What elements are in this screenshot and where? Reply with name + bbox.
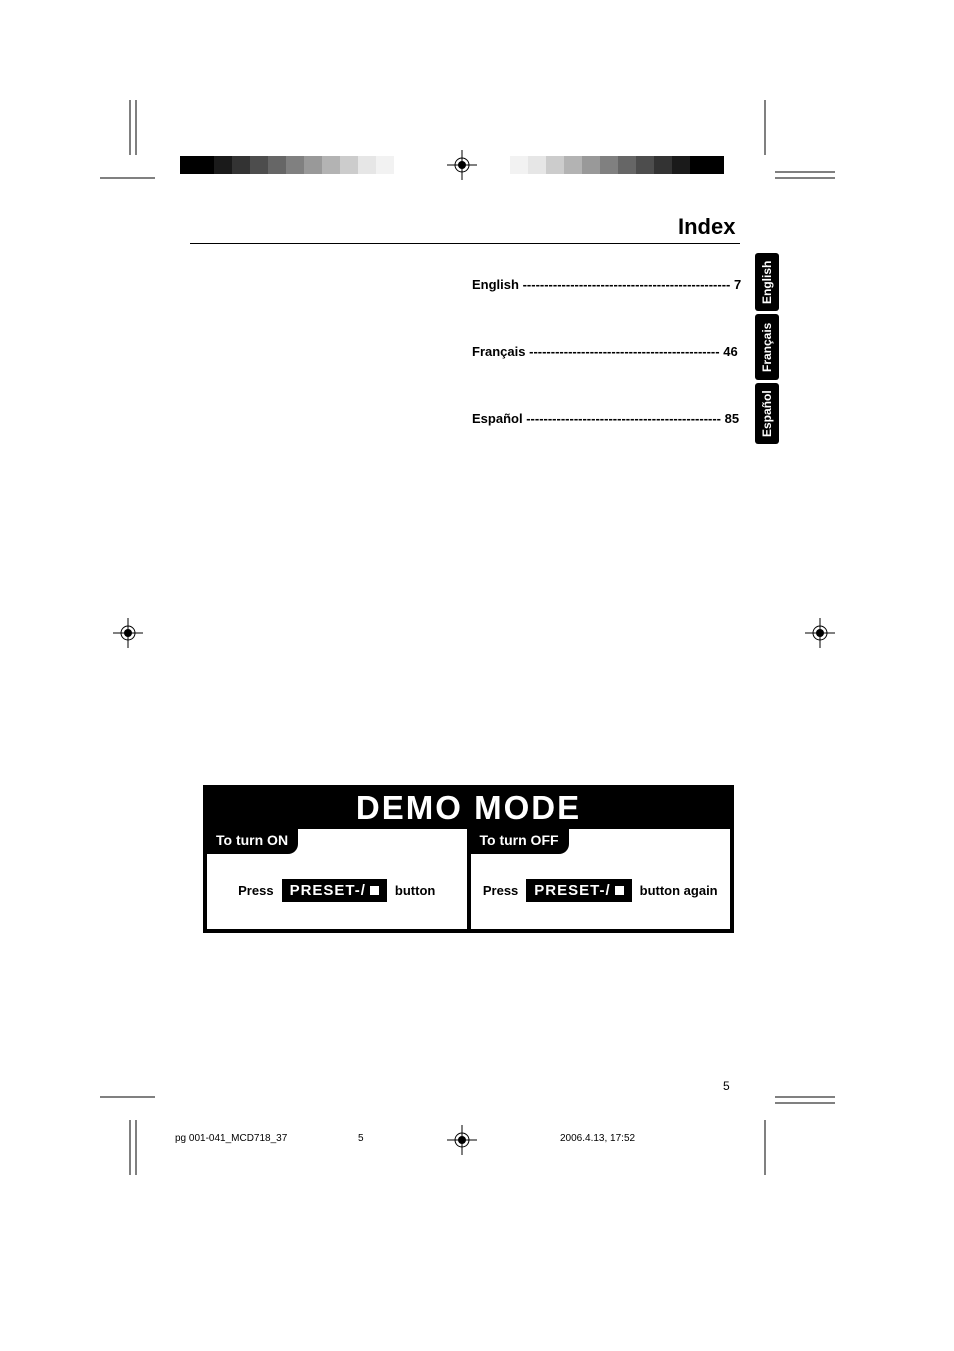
page: Index English --------------------------… bbox=[0, 0, 954, 1351]
demo-mode-grid: To turn ON Press PRESET-/ button To turn… bbox=[207, 829, 730, 929]
registration-mark-left bbox=[113, 618, 143, 648]
registration-mark-right bbox=[805, 618, 835, 648]
color-swatch bbox=[564, 156, 582, 174]
section-rule bbox=[190, 243, 740, 244]
color-swatch bbox=[546, 156, 564, 174]
color-swatch bbox=[654, 156, 672, 174]
crop-mark-tr bbox=[755, 100, 835, 180]
demo-cell-on: To turn ON Press PRESET-/ button bbox=[207, 829, 467, 929]
preset-button: PRESET-/ bbox=[282, 879, 387, 902]
color-swatch bbox=[180, 156, 214, 174]
color-swatch bbox=[376, 156, 394, 174]
color-swatch bbox=[286, 156, 304, 174]
index-dots: ----------------------------------------… bbox=[529, 344, 719, 359]
index-row-espanol: Español --------------------------------… bbox=[472, 411, 732, 426]
index-page: 46 bbox=[723, 344, 737, 359]
color-swatch bbox=[690, 156, 724, 174]
footer-page: 5 bbox=[358, 1133, 364, 1144]
demo-cell-on-body: Press PRESET-/ button bbox=[207, 879, 467, 902]
demo-cell-off-body: Press PRESET-/ button again bbox=[471, 879, 731, 902]
demo-cell-off: To turn OFF Press PRESET-/ button again bbox=[471, 829, 731, 929]
index-page: 85 bbox=[725, 411, 739, 426]
color-swatch bbox=[358, 156, 376, 174]
section-title: Index bbox=[678, 214, 735, 240]
index-dots: ----------------------------------------… bbox=[523, 277, 731, 292]
color-swatch bbox=[340, 156, 358, 174]
demo-cell-off-label: To turn OFF bbox=[470, 828, 569, 854]
index-row-francais: Français -------------------------------… bbox=[472, 344, 732, 359]
crop-mark-tl bbox=[100, 100, 160, 180]
stop-icon bbox=[615, 886, 624, 895]
color-swatch bbox=[528, 156, 546, 174]
lang-tab-english: English bbox=[755, 253, 779, 311]
demo-before: Press bbox=[483, 883, 518, 898]
color-swatch bbox=[510, 156, 528, 174]
preset-button: PRESET-/ bbox=[526, 879, 631, 902]
color-swatch bbox=[322, 156, 340, 174]
demo-before: Press bbox=[238, 883, 273, 898]
color-bar-top-right bbox=[510, 156, 724, 174]
index-row-english: English --------------------------------… bbox=[472, 277, 732, 292]
preset-label: PRESET-/ bbox=[534, 882, 610, 899]
registration-mark-bottom bbox=[447, 1125, 477, 1155]
lang-tab-francais: Français bbox=[755, 314, 779, 380]
registration-mark-top bbox=[447, 150, 477, 180]
footer-file: pg 001-041_MCD718_37 bbox=[175, 1133, 287, 1144]
index-dots: ----------------------------------------… bbox=[526, 411, 721, 426]
demo-after: button again bbox=[640, 883, 718, 898]
color-swatch bbox=[304, 156, 322, 174]
demo-mode-box: DEMO MODE To turn ON Press PRESET-/ butt… bbox=[203, 785, 734, 933]
demo-cell-on-label: To turn ON bbox=[206, 828, 298, 854]
crop-mark-br bbox=[755, 1095, 835, 1175]
index-lang: English bbox=[472, 277, 519, 292]
stop-icon bbox=[370, 886, 379, 895]
page-number: 5 bbox=[723, 1079, 730, 1093]
color-swatch bbox=[232, 156, 250, 174]
color-bar-top-left bbox=[180, 156, 394, 174]
index-page: 7 bbox=[734, 277, 741, 292]
lang-tab-espanol: Español bbox=[755, 383, 779, 444]
color-swatch bbox=[214, 156, 232, 174]
crop-mark-bl bbox=[100, 1095, 160, 1175]
color-swatch bbox=[672, 156, 690, 174]
footer-date: 2006.4.13, 17:52 bbox=[560, 1133, 635, 1144]
color-swatch bbox=[600, 156, 618, 174]
color-swatch bbox=[582, 156, 600, 174]
color-swatch bbox=[250, 156, 268, 174]
preset-label: PRESET-/ bbox=[290, 882, 366, 899]
color-swatch bbox=[636, 156, 654, 174]
index-lang: Español bbox=[472, 411, 523, 426]
index-lang: Français bbox=[472, 344, 525, 359]
demo-mode-title: DEMO MODE bbox=[207, 789, 730, 829]
color-swatch bbox=[268, 156, 286, 174]
demo-after: button bbox=[395, 883, 435, 898]
color-swatch bbox=[618, 156, 636, 174]
